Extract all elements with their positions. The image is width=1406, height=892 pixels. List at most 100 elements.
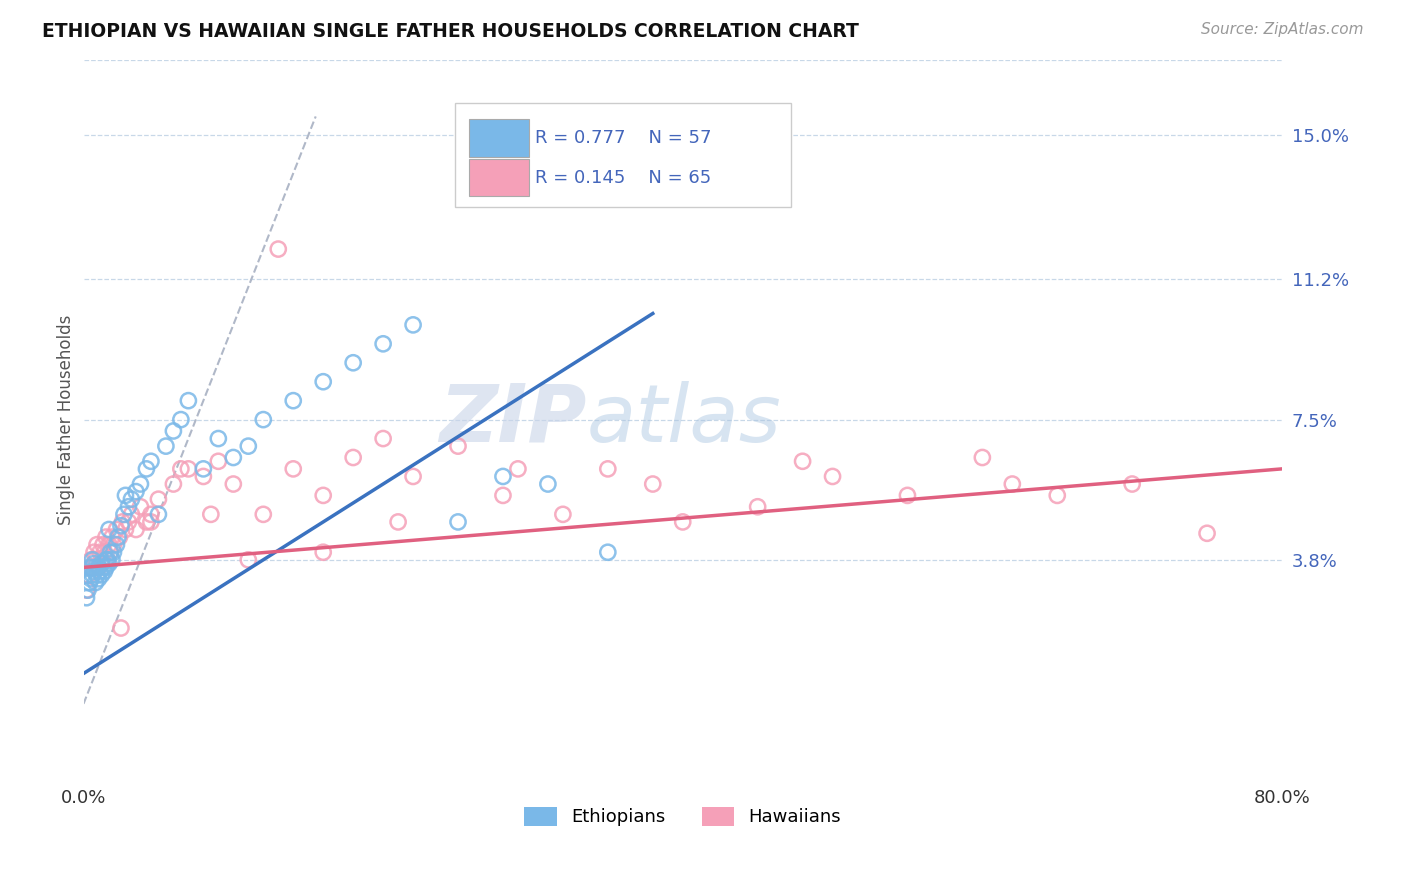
Point (148, 508, 170, 522)
Text: atlas: atlas (586, 381, 782, 458)
Point (342, 450, 364, 465)
Point (83, 564, 105, 578)
Point (96, 553, 118, 567)
Point (94, 530, 117, 544)
Point (283, 462, 305, 476)
Point (76, 591, 98, 605)
Point (84, 575, 107, 590)
Point (162, 477, 184, 491)
Point (1001, 477, 1024, 491)
Point (139, 508, 162, 522)
Point (267, 242, 290, 256)
Point (82, 560, 104, 574)
Point (89, 545, 111, 559)
Point (371, 336, 394, 351)
Point (596, 545, 619, 559)
Point (155, 439, 177, 453)
Point (972, 450, 994, 465)
Point (177, 462, 200, 476)
Point (86, 538, 108, 552)
Point (252, 508, 274, 522)
Point (101, 553, 124, 567)
FancyBboxPatch shape (470, 159, 529, 196)
Point (129, 477, 152, 491)
Point (80, 560, 103, 574)
Point (82, 568, 104, 582)
Point (148, 492, 170, 507)
Point (108, 530, 131, 544)
Point (83, 557, 105, 571)
Point (1121, 477, 1143, 491)
Point (193, 462, 215, 476)
Point (103, 545, 125, 559)
Point (80, 553, 103, 567)
Point (107, 530, 129, 544)
Point (447, 515, 470, 529)
Point (747, 500, 769, 514)
Point (371, 432, 394, 446)
Point (896, 488, 918, 502)
Text: Source: ZipAtlas.com: Source: ZipAtlas.com (1201, 22, 1364, 37)
Point (105, 538, 128, 552)
Point (238, 439, 260, 453)
Point (193, 469, 215, 483)
Point (222, 477, 245, 491)
Point (110, 518, 132, 533)
Point (139, 454, 162, 468)
Point (101, 530, 124, 544)
Point (98, 523, 121, 537)
Point (79, 575, 101, 590)
Point (162, 424, 184, 438)
Point (100, 545, 122, 559)
Point (110, 621, 132, 635)
Point (87, 560, 110, 574)
Point (402, 469, 425, 483)
Point (87, 560, 110, 574)
Point (506, 462, 529, 476)
Point (125, 523, 148, 537)
Point (105, 523, 128, 537)
Point (222, 450, 245, 465)
Point (342, 356, 364, 370)
Point (84, 553, 107, 567)
Point (84, 560, 107, 574)
Point (207, 454, 229, 468)
FancyBboxPatch shape (470, 120, 529, 157)
Point (135, 462, 157, 476)
Y-axis label: Single Father Households: Single Father Households (58, 314, 75, 524)
Point (79, 560, 101, 574)
Point (129, 500, 152, 514)
Point (93, 564, 115, 578)
Text: R = 0.145    N = 65: R = 0.145 N = 65 (536, 169, 711, 186)
Point (76, 583, 98, 598)
Point (312, 545, 335, 559)
Point (83, 545, 105, 559)
Point (252, 412, 274, 426)
Point (492, 469, 515, 483)
Point (402, 318, 425, 332)
Point (117, 515, 139, 529)
Point (125, 484, 148, 499)
Point (98, 557, 121, 571)
Point (89, 564, 111, 578)
Point (492, 488, 515, 502)
Point (80, 572, 103, 586)
Point (90, 568, 112, 582)
Point (87, 572, 110, 586)
FancyBboxPatch shape (456, 103, 790, 207)
Point (103, 538, 125, 552)
Point (98, 538, 121, 552)
Point (117, 500, 139, 514)
Point (120, 508, 142, 522)
Text: ZIP: ZIP (440, 381, 586, 458)
Legend: Ethiopians, Hawaiians: Ethiopians, Hawaiians (515, 798, 851, 836)
Point (387, 515, 409, 529)
Point (91, 560, 114, 574)
Point (120, 492, 142, 507)
Point (170, 412, 193, 426)
Point (139, 515, 162, 529)
Point (312, 375, 335, 389)
Point (90, 557, 112, 571)
Point (238, 553, 260, 567)
Point (200, 508, 222, 522)
